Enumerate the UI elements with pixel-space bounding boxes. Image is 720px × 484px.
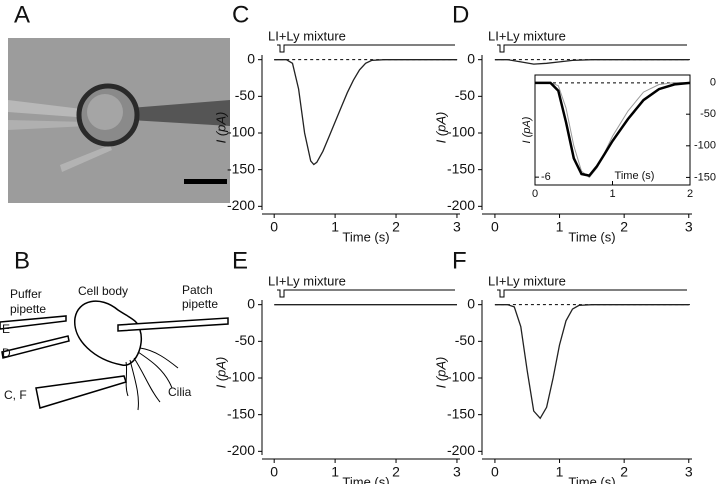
x-tick-label: 1 (609, 188, 615, 200)
x-tick-label: 0 (491, 464, 499, 480)
y-tick-label: -50 (235, 332, 255, 348)
x-tick-label: 2 (620, 219, 628, 235)
y2-tick-label: -100 (694, 140, 716, 152)
x-tick-label: 2 (687, 188, 693, 200)
x-tick-label: 2 (392, 219, 400, 235)
y-tick-label: -100 (447, 369, 475, 385)
y-axis-label: I (pA) (213, 112, 228, 144)
y-tick-label: 0 (467, 50, 475, 66)
diagram-label: Cell body (78, 284, 128, 298)
stimulus-marker (277, 289, 455, 298)
y-axis-label: I (pA) (433, 357, 448, 389)
chart-title: LI+Ly mixture (268, 28, 346, 43)
trace (494, 59, 689, 65)
x-axis-label: Time (s) (615, 170, 655, 182)
y-tick-label: -50 (235, 87, 255, 103)
y-tick-label: -6 (541, 171, 551, 183)
panel-label: A (14, 1, 30, 28)
y-tick-label: 0 (467, 295, 475, 311)
diagram-label: pipette (182, 297, 218, 311)
panel-label: D (452, 1, 469, 28)
y-tick-label: -50 (455, 87, 475, 103)
y-axis-label: I (pA) (433, 112, 448, 144)
y-tick-label: -50 (455, 332, 475, 348)
x-tick-label: 0 (532, 188, 538, 200)
diagram-label: C, F (4, 388, 27, 402)
x-tick-label: 1 (331, 464, 339, 480)
y-tick-label: -100 (447, 124, 475, 140)
diagram (0, 300, 229, 411)
x-tick-label: 0 (270, 219, 278, 235)
x-tick-label: 0 (491, 219, 499, 235)
diagram-label: Patch (182, 283, 213, 297)
panel-label: C (232, 1, 249, 28)
x-tick-label: 3 (453, 464, 461, 480)
panel-label: F (452, 247, 467, 274)
micrograph (8, 38, 230, 203)
x-tick-label: 2 (620, 464, 628, 480)
chart-title: LI+Ly mixture (488, 28, 566, 43)
y-tick-label: -100 (227, 124, 255, 140)
y-tick-label: -150 (447, 405, 475, 421)
diagram-label: Puffer (10, 287, 42, 301)
y-tick-label: -200 (227, 442, 255, 458)
x-axis-label: Time (s) (568, 474, 615, 484)
diagram-label: pipette (10, 302, 46, 316)
trace (535, 81, 691, 177)
y-tick-label: -200 (447, 197, 475, 213)
y-tick-label: -150 (227, 160, 255, 176)
y-axis-label: I (pA) (521, 116, 533, 143)
x-tick-label: 3 (685, 219, 693, 235)
y2-tick-label: 0 (710, 76, 716, 88)
x-tick-label: 1 (331, 219, 339, 235)
x-tick-label: 3 (685, 464, 693, 480)
x-axis-label: Time (s) (568, 229, 615, 244)
diagram-label: D (2, 346, 11, 360)
stimulus-marker (497, 289, 687, 298)
chart-title: LI+Ly mixture (268, 273, 346, 288)
y-tick-label: -100 (227, 369, 255, 385)
y-tick-label: 0 (247, 295, 255, 311)
stimulus-marker (277, 44, 455, 53)
chart-title: LI+Ly mixture (488, 273, 566, 288)
y-axis-label: I (pA) (213, 357, 228, 389)
panel-label: B (14, 247, 30, 274)
y-tick-label: -200 (227, 197, 255, 213)
y-tick-label: -200 (447, 442, 475, 458)
y2-tick-label: -50 (700, 108, 716, 120)
diagram-label: Cilia (168, 385, 192, 399)
x-tick-label: 0 (270, 464, 278, 480)
diagram-label: E (2, 322, 10, 336)
x-axis-label: Time (s) (342, 474, 389, 484)
x-axis-label: Time (s) (342, 229, 389, 244)
x-tick-label: 1 (556, 464, 564, 480)
stimulus-marker (497, 44, 687, 53)
y-tick-label: 0 (247, 50, 255, 66)
diagram-labels: Puffer pipette Cell body Patch pipette E… (2, 283, 218, 402)
x-tick-label: 2 (392, 464, 400, 480)
panel-label: E (232, 247, 248, 274)
x-tick-label: 3 (453, 219, 461, 235)
trace (494, 304, 689, 420)
trace (274, 59, 457, 166)
y2-tick-label: -150 (694, 171, 716, 183)
y-tick-label: -150 (447, 160, 475, 176)
y-tick-label: -150 (227, 405, 255, 421)
x-tick-label: 1 (556, 219, 564, 235)
